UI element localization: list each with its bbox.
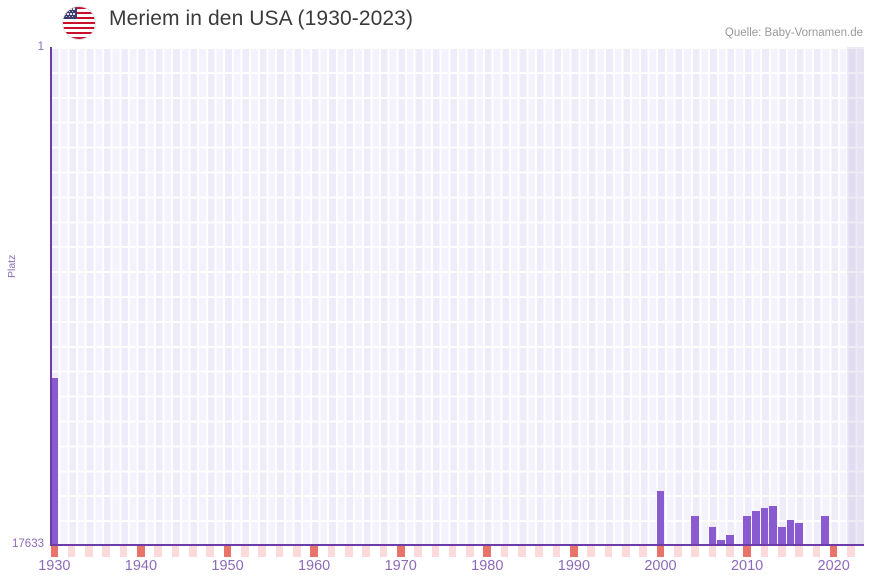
bar-2010 — [743, 516, 751, 545]
plot-area — [50, 47, 864, 545]
x-axis-label-1930: 1930 — [38, 558, 71, 574]
bar-series — [50, 47, 864, 545]
x-tick-minor-1946 — [189, 546, 197, 557]
bar-1930 — [50, 378, 59, 545]
x-tick-minor-2006 — [708, 546, 717, 557]
bar-2007 — [717, 539, 725, 545]
bar-2000 — [656, 490, 665, 545]
x-tick-minor-1958 — [292, 546, 301, 557]
x-tick-minor-1972 — [414, 546, 422, 557]
x-tick-minor-2012 — [760, 546, 769, 557]
x-tick-minor-1982 — [500, 546, 509, 557]
x-tick-minor-1976 — [448, 546, 457, 557]
x-tick-minor-2018 — [812, 546, 821, 557]
x-tick-minor-1964 — [344, 546, 353, 557]
x-axis-label-1970: 1970 — [384, 558, 417, 574]
x-tick-minor-1954 — [258, 546, 266, 557]
x-tick-minor-1942 — [154, 546, 163, 557]
x-tick-minor-1988 — [552, 546, 561, 557]
y-axis-tick-top: 1 — [37, 41, 44, 53]
grid-lines — [50, 47, 864, 545]
usa-flag-icon — [63, 7, 95, 39]
x-tick-major-2020 — [829, 546, 838, 557]
x-tick-minor-1994 — [604, 546, 613, 557]
bar-2015 — [786, 520, 795, 545]
x-tick-minor-1986 — [535, 546, 544, 557]
x-axis-label-2000: 2000 — [644, 558, 677, 574]
x-tick-major-1960 — [310, 546, 318, 557]
x-axis-line — [50, 544, 864, 546]
x-tick-minor-1932 — [67, 546, 76, 557]
x-axis-ticks — [50, 546, 864, 558]
x-axis-label-1980: 1980 — [471, 558, 504, 574]
x-tick-minor-2004 — [691, 546, 699, 557]
page-title: Meriem in den USA (1930-2023) — [109, 7, 414, 30]
x-tick-minor-2008 — [725, 546, 734, 557]
bar-2019 — [821, 516, 829, 545]
x-axis-label-1960: 1960 — [297, 558, 331, 574]
bar-2014 — [777, 527, 786, 545]
x-axis-labels: 1930 1940 1950 1960 1970 1980 1990 2000 2010 2020 — [0, 558, 873, 583]
bar-2012 — [760, 507, 769, 545]
x-tick-minor-2002 — [674, 546, 682, 557]
x-tick-minor-1944 — [171, 546, 180, 557]
x-tick-minor-1984 — [518, 546, 526, 557]
y-axis-tick-bottom: 17633 — [12, 538, 44, 550]
x-tick-minor-1948 — [206, 546, 214, 557]
x-tick-minor-1934 — [85, 546, 93, 557]
x-tick-minor-1962 — [327, 546, 336, 557]
y-axis-line — [50, 47, 52, 545]
x-axis-label-2020: 2020 — [817, 558, 850, 574]
x-axis-label-2010: 2010 — [730, 558, 764, 574]
x-tick-minor-2014 — [777, 546, 786, 557]
x-axis-label-1940: 1940 — [124, 558, 158, 574]
x-tick-minor-1978 — [466, 546, 474, 557]
x-tick-minor-1996 — [622, 546, 630, 557]
x-tick-minor-1998 — [639, 546, 647, 557]
bar-2008 — [725, 535, 734, 545]
chart-header: Meriem in den USA (1930-2023) Quelle: Ba… — [0, 0, 873, 47]
x-tick-minor-1956 — [275, 546, 284, 557]
x-tick-minor-1992 — [587, 546, 596, 557]
x-axis-label-1990: 1990 — [557, 558, 591, 574]
x-axis-label-1950: 1950 — [211, 558, 244, 574]
x-tick-minor-2022 — [847, 546, 855, 557]
x-tick-minor-1968 — [379, 546, 388, 557]
x-tick-major-2000 — [656, 546, 665, 557]
x-tick-major-1970 — [396, 546, 405, 557]
x-tick-minor-1966 — [362, 546, 370, 557]
bar-2016 — [795, 523, 803, 545]
bar-2004 — [691, 515, 699, 545]
x-tick-minor-1952 — [241, 546, 249, 557]
x-tick-minor-1974 — [431, 546, 440, 557]
x-tick-minor-1936 — [102, 546, 111, 557]
x-tick-major-2010 — [743, 546, 751, 557]
source-attribution: Quelle: Baby-Vornamen.de — [724, 27, 863, 39]
x-tick-major-1950 — [223, 546, 232, 557]
bar-2013 — [769, 505, 777, 545]
x-tick-major-1930 — [50, 546, 59, 557]
x-tick-major-1990 — [570, 546, 578, 557]
y-axis-title: Platz — [6, 254, 18, 278]
x-tick-major-1980 — [483, 546, 492, 557]
x-tick-minor-2016 — [795, 546, 803, 557]
bar-2006 — [708, 526, 717, 545]
forecast-shaded-band — [846, 47, 864, 545]
x-tick-minor-1938 — [119, 546, 128, 557]
x-tick-major-1940 — [137, 546, 145, 557]
bar-2011 — [751, 511, 760, 545]
